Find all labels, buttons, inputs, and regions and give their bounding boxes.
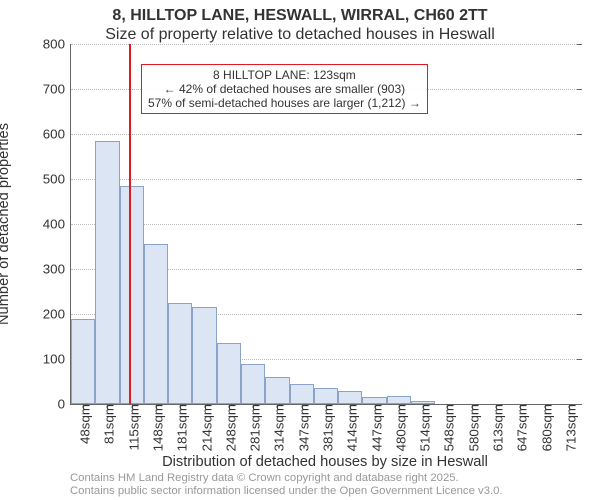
xtick-label: 281sqm	[244, 404, 263, 451]
ytick-mark	[577, 359, 582, 360]
ytick-label: 0	[58, 397, 71, 412]
bar	[120, 186, 144, 404]
xtick-label: 347sqm	[292, 404, 311, 451]
bar	[71, 319, 95, 405]
xtick-label: 115sqm	[122, 404, 141, 450]
ytick-mark	[577, 269, 582, 270]
annotation-line: ← 42% of detached houses are smaller (90…	[148, 82, 421, 96]
xtick-label: 314sqm	[268, 404, 287, 451]
chart-title: 8, HILLTOP LANE, HESWALL, WIRRAL, CH60 2…	[0, 6, 600, 44]
bar	[290, 384, 314, 404]
ytick-label: 800	[43, 37, 71, 52]
bar	[217, 343, 241, 404]
y-axis-label: Number of detached properties	[0, 123, 12, 325]
xtick-label: 514sqm	[414, 404, 433, 451]
x-axis-label: Distribution of detached houses by size …	[70, 454, 580, 470]
grid-line	[71, 44, 581, 45]
xtick-label: 680sqm	[535, 404, 554, 451]
title-line1: 8, HILLTOP LANE, HESWALL, WIRRAL, CH60 2…	[0, 6, 600, 25]
ytick-label: 300	[43, 262, 71, 277]
ytick-mark	[577, 179, 582, 180]
annotation-box: 8 HILLTOP LANE: 123sqm ← 42% of detached…	[141, 64, 428, 114]
bar	[168, 303, 192, 404]
xtick-label: 480sqm	[389, 404, 408, 451]
bar	[265, 377, 289, 404]
xtick-label: 248sqm	[219, 404, 238, 451]
marker-line	[129, 44, 131, 404]
ytick-label: 500	[43, 172, 71, 187]
footer-line: Contains HM Land Registry data © Crown c…	[70, 472, 503, 485]
xtick-label: 148sqm	[147, 404, 166, 451]
xtick-label: 414sqm	[341, 404, 360, 451]
bar	[338, 391, 362, 405]
bar	[95, 141, 119, 404]
ytick-mark	[577, 44, 582, 45]
xtick-label: 181sqm	[171, 404, 190, 451]
footer-line: Contains public sector information licen…	[70, 485, 503, 498]
ytick-label: 200	[43, 307, 71, 322]
annotation-line: 57% of semi-detached houses are larger (…	[148, 96, 421, 110]
title-line2: Size of property relative to detached ho…	[0, 25, 600, 44]
ytick-mark	[577, 134, 582, 135]
xtick-label: 381sqm	[317, 404, 336, 451]
grid-line	[71, 179, 581, 180]
xtick-label: 647sqm	[511, 404, 530, 451]
footer: Contains HM Land Registry data © Crown c…	[70, 472, 503, 498]
xtick-label: 613sqm	[487, 404, 506, 451]
ytick-mark	[577, 314, 582, 315]
bar	[314, 388, 338, 404]
ytick-label: 700	[43, 82, 71, 97]
xtick-label: 214sqm	[195, 404, 214, 451]
xtick-label: 81sqm	[98, 404, 117, 444]
plot-area: 010020030040050060070080048sqm81sqm115sq…	[70, 44, 581, 405]
ytick-mark	[577, 224, 582, 225]
xtick-label: 580sqm	[462, 404, 481, 451]
bar	[144, 244, 168, 404]
ytick-label: 100	[43, 352, 71, 367]
xtick-label: 48sqm	[74, 404, 93, 444]
ytick-mark	[577, 89, 582, 90]
bar	[362, 397, 386, 404]
ytick-label: 600	[43, 127, 71, 142]
ytick-label: 400	[43, 217, 71, 232]
xtick-label: 447sqm	[365, 404, 384, 451]
annotation-line: 8 HILLTOP LANE: 123sqm	[148, 68, 421, 82]
grid-line	[71, 134, 581, 135]
xtick-label: 713sqm	[559, 404, 578, 451]
bar	[241, 364, 265, 405]
bar	[387, 396, 411, 404]
bar	[192, 307, 216, 404]
xtick-label: 548sqm	[438, 404, 457, 451]
grid-line	[71, 224, 581, 225]
